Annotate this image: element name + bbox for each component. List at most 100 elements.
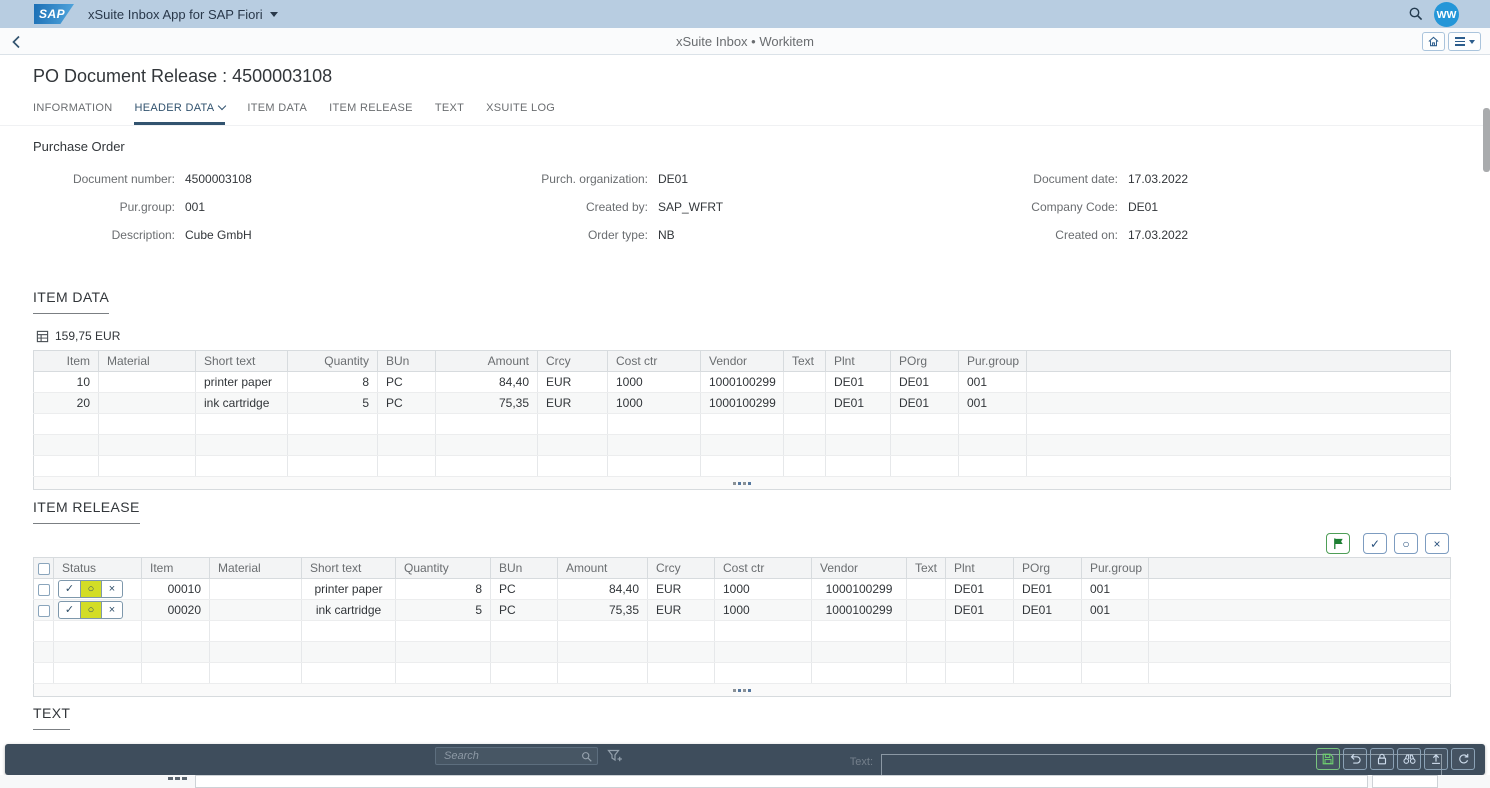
cell: 1000100299	[700, 392, 784, 414]
home-button[interactable]	[1422, 32, 1445, 51]
tab-text[interactable]: TEXT	[435, 102, 464, 125]
menu-button[interactable]	[1448, 32, 1481, 51]
search-input[interactable]	[436, 748, 597, 764]
chevron-down-icon	[1468, 39, 1475, 44]
column-header-vendor[interactable]: Vendor	[811, 557, 907, 579]
save-button[interactable]	[1316, 748, 1340, 770]
status-control: ✓ ○ ×	[58, 580, 123, 598]
total-line: 159,75 EUR	[36, 329, 120, 343]
empty-row[interactable]	[33, 641, 1451, 663]
column-header-item[interactable]: Item	[33, 350, 99, 372]
table-row[interactable]: 10 printer paper 8 PC 84,40 EUR 1000 1000100299…	[33, 371, 1451, 393]
column-header-plnt[interactable]: Plnt	[825, 350, 891, 372]
column-header-quantity[interactable]: Quantity	[287, 350, 378, 372]
column-header-vendor[interactable]: Vendor	[700, 350, 784, 372]
bottom-field[interactable]	[195, 775, 1368, 788]
approve-all-button[interactable]: ✓	[1363, 533, 1387, 554]
column-header-item[interactable]: Item	[141, 557, 210, 579]
cell	[301, 641, 396, 663]
column-header-crcy[interactable]: Crcy	[647, 557, 715, 579]
lock-icon	[1377, 753, 1387, 765]
column-header-status[interactable]: Status	[53, 557, 142, 579]
select-all-checkbox[interactable]	[37, 562, 50, 575]
tab-information[interactable]: INFORMATION	[33, 102, 112, 125]
vertical-scrollbar[interactable]	[1483, 108, 1490, 172]
cell	[209, 599, 302, 621]
hold-segment[interactable]: ○	[80, 602, 101, 618]
table-more-indicator[interactable]	[33, 684, 1451, 697]
empty-row[interactable]	[33, 662, 1451, 684]
column-header-pur-group[interactable]: Pur.group	[1081, 557, 1149, 579]
table-row[interactable]: ✓ ○ × 00010 printer paper 8 PC 84,40 EUR 1000 1000…	[33, 578, 1451, 600]
empty-row[interactable]	[33, 413, 1451, 435]
add-filter-icon[interactable]	[607, 748, 623, 768]
table-more-indicator[interactable]	[33, 477, 1451, 490]
table-row[interactable]: 20 ink cartridge 5 PC 75,35 EUR 1000 1000100299…	[33, 392, 1451, 414]
column-header-short-text[interactable]: Short text	[301, 557, 396, 579]
lock-button[interactable]	[1370, 748, 1394, 770]
cell	[301, 662, 396, 684]
column-header-plnt[interactable]: Plnt	[945, 557, 1014, 579]
cell	[607, 413, 701, 435]
avatar[interactable]: WW	[1434, 2, 1459, 27]
column-header-text[interactable]: Text	[783, 350, 826, 372]
approve-segment[interactable]: ✓	[64, 583, 75, 595]
column-header-bun[interactable]: BUn	[377, 350, 436, 372]
bottom-field-small[interactable]	[1372, 775, 1438, 788]
reject-segment[interactable]: ×	[101, 581, 122, 597]
back-icon[interactable]	[9, 34, 25, 50]
column-header-porg[interactable]: POrg	[1013, 557, 1082, 579]
refresh-button[interactable]	[1451, 748, 1475, 770]
row-checkbox[interactable]	[37, 604, 50, 617]
reject-segment[interactable]: ×	[101, 602, 122, 618]
undo-icon	[1350, 753, 1361, 764]
column-header-cost-ctr[interactable]: Cost ctr	[607, 350, 701, 372]
cell	[906, 662, 946, 684]
app-title-menu[interactable]: xSuite Inbox App for SAP Fiori	[88, 0, 278, 28]
approve-segment[interactable]: ✓	[64, 604, 75, 616]
row-checkbox[interactable]	[37, 583, 50, 596]
cell	[301, 620, 396, 642]
column-header-material[interactable]: Material	[98, 350, 196, 372]
column-header-amount[interactable]: Amount	[435, 350, 538, 372]
column-header-pur-group[interactable]: Pur.group	[958, 350, 1027, 372]
column-header-short-text[interactable]: Short text	[195, 350, 288, 372]
field-label: Pur.group:	[119, 200, 175, 214]
cell: 00010	[141, 578, 210, 600]
tab-xsuite-log[interactable]: XSUITE LOG	[486, 102, 555, 125]
search-icon[interactable]	[1408, 6, 1424, 22]
flag-button[interactable]	[1326, 533, 1350, 554]
column-header-porg[interactable]: POrg	[890, 350, 959, 372]
empty-row[interactable]	[33, 434, 1451, 456]
column-header-quantity[interactable]: Quantity	[395, 557, 491, 579]
tab-item-release[interactable]: ITEM RELEASE	[329, 102, 413, 125]
empty-row[interactable]	[33, 620, 1451, 642]
tab-label: ITEM RELEASE	[329, 102, 413, 114]
table-row[interactable]: ✓ ○ × 00020 ink cartridge 5 PC 75,35 EUR 1000 1000…	[33, 599, 1451, 621]
column-header-crcy[interactable]: Crcy	[537, 350, 608, 372]
column-header-text[interactable]: Text	[906, 557, 946, 579]
column-header-amount[interactable]: Amount	[557, 557, 648, 579]
column-header-bun[interactable]: BUn	[490, 557, 558, 579]
cell	[1013, 641, 1082, 663]
reset-all-button[interactable]: ○	[1394, 533, 1418, 554]
upload-button[interactable]	[1424, 748, 1448, 770]
cell	[647, 641, 715, 663]
empty-row[interactable]	[33, 455, 1451, 477]
search-icon[interactable]	[581, 751, 593, 763]
reject-all-button[interactable]: ×	[1425, 533, 1449, 554]
sap-logo[interactable]: SAP	[34, 4, 74, 24]
display-button[interactable]	[1397, 748, 1421, 770]
tab-header-data[interactable]: HEADER DATA	[134, 101, 227, 125]
tab-item-data[interactable]: ITEM DATA	[247, 102, 307, 125]
column-header-material[interactable]: Material	[209, 557, 302, 579]
cell	[537, 455, 608, 477]
undo-button[interactable]	[1343, 748, 1367, 770]
column-header-cost-ctr[interactable]: Cost ctr	[714, 557, 812, 579]
cell	[783, 455, 826, 477]
cell	[607, 434, 701, 456]
hold-segment[interactable]: ○	[80, 581, 101, 597]
cell: PC	[377, 392, 436, 414]
text-input[interactable]	[881, 754, 1442, 775]
cell	[33, 641, 54, 663]
